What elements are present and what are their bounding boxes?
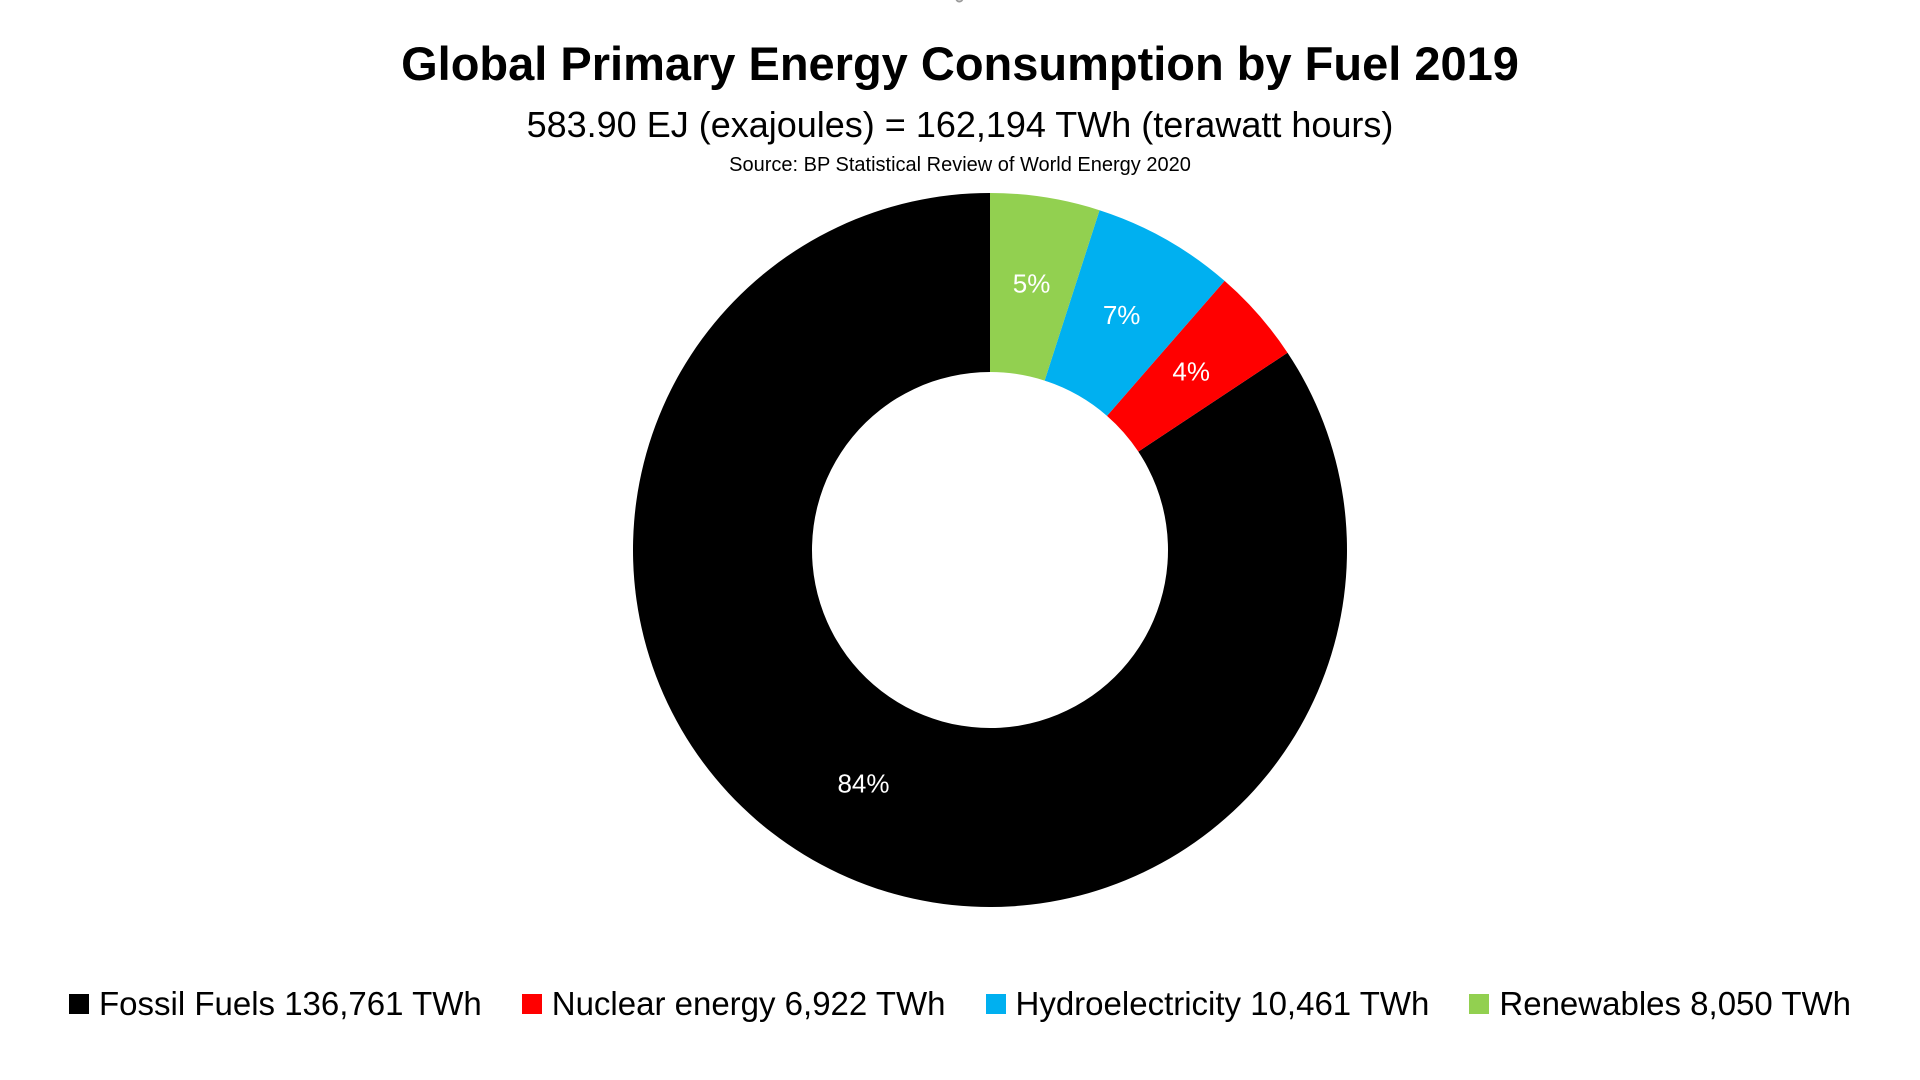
legend-item-nuclear-energy: Nuclear energy 6,922 TWh xyxy=(521,984,946,1024)
legend-label-nuclear-energy: Nuclear energy 6,922 TWh xyxy=(551,985,946,1022)
legend-item-fossil-fuels: Fossil Fuels 136,761 TWh xyxy=(69,984,482,1024)
data-labels-layer: 84% 4% 7% 5% xyxy=(837,269,1209,799)
top-mark-glyph: ˘ xyxy=(955,0,965,24)
data-label-hydroelectricity: 7% xyxy=(1103,300,1141,330)
legend-swatch-fossil-fuels xyxy=(69,994,89,1014)
slice-renewables xyxy=(990,193,1100,381)
legend-item-renewables: Renewables 8,050 TWh xyxy=(1469,984,1851,1024)
chart-source: Source: BP Statistical Review of World E… xyxy=(729,154,1191,176)
data-label-fossil-fuels: 84% xyxy=(837,769,889,799)
data-label-renewables: 5% xyxy=(1013,269,1051,299)
chart-subtitle: 583.90 EJ (exajoules) = 162,194 TWh (ter… xyxy=(526,104,1394,145)
slices-layer xyxy=(632,193,1347,907)
legend-item-hydroelectricity: Hydroelectricity 10,461 TWh xyxy=(985,984,1430,1024)
legend-label-hydroelectricity: Hydroelectricity 10,461 TWh xyxy=(1015,985,1430,1022)
chart-title: Global Primary Energy Consumption by Fue… xyxy=(401,37,1519,90)
chart-legend: Fossil Fuels 136,761 TWh Nuclear energy 6… xyxy=(0,980,1920,1028)
slice-fossil-fuels xyxy=(632,193,1347,907)
data-label-nuclear-energy: 4% xyxy=(1172,357,1210,387)
slice-nuclear-energy xyxy=(1106,280,1288,452)
legend-swatch-nuclear-energy xyxy=(521,994,542,1014)
legend-swatch-hydroelectricity xyxy=(985,994,1006,1014)
legend-label-fossil-fuels: Fossil Fuels 136,761 TWh xyxy=(99,985,482,1022)
legend-swatch-renewables xyxy=(1469,994,1490,1014)
legend-label-renewables: Renewables 8,050 TWh xyxy=(1499,985,1851,1022)
slice-hydroelectricity xyxy=(1044,210,1225,416)
